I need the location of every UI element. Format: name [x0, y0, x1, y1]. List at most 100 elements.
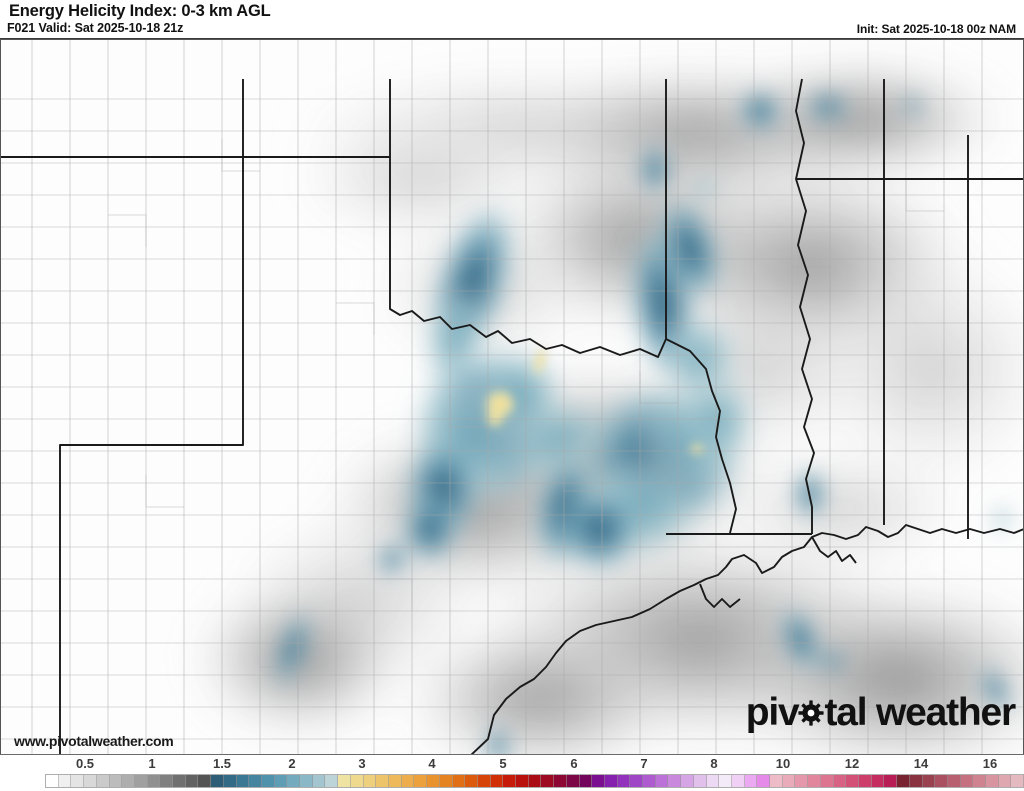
colorbar-swatch — [579, 775, 593, 787]
colorbar-swatch — [439, 775, 453, 787]
colorbar-swatch — [71, 775, 85, 787]
colorbar-swatch — [744, 775, 758, 787]
colorbar-swatch — [58, 775, 72, 787]
colorbar-swatch — [655, 775, 669, 787]
state-boundaries — [0, 78, 1024, 754]
ehi-field-mid — [274, 89, 1012, 754]
colorbar-swatch — [198, 775, 212, 787]
colorbar-swatch — [630, 775, 644, 787]
colorbar-swatch — [706, 775, 720, 787]
colorbar-swatch — [947, 775, 961, 787]
colorbar-swatch — [935, 775, 948, 787]
colorbar-swatch — [668, 775, 682, 787]
county-boundaries — [0, 39, 1024, 754]
colorbar-swatch — [160, 775, 174, 787]
colorbar-swatch — [261, 775, 275, 787]
colorbar-tick-16: 16 — [982, 756, 998, 771]
colorbar-swatch — [808, 775, 821, 787]
colorbar-swatch — [617, 775, 631, 787]
colorbar-swatch — [846, 775, 859, 787]
valid-time-label: F021 Valid: Sat 2025-10-18 21z — [7, 21, 184, 35]
colorbar-swatch — [338, 775, 351, 787]
colorbar-swatch — [109, 775, 123, 787]
colorbar-tick-7: 7 — [640, 756, 648, 771]
colorbar-tick-1: 1 — [148, 756, 156, 771]
colorbar-tick-3: 3 — [358, 756, 366, 771]
colorbar-swatch — [693, 775, 707, 787]
colorbar-swatch — [795, 775, 809, 787]
colorbar-swatch — [477, 775, 491, 787]
colorbar-swatch — [859, 775, 872, 787]
colorbar-swatch — [325, 775, 339, 787]
map-plot — [0, 39, 1024, 754]
colorbar-swatch — [770, 775, 783, 787]
colorbar-gradient-strip — [45, 774, 1024, 788]
colorbar-swatch — [731, 775, 745, 787]
colorbar-swatch — [960, 775, 974, 787]
colorbar-tick-1-5: 1.5 — [212, 756, 232, 771]
colorbar-swatch — [503, 775, 517, 787]
colorbar-swatch — [757, 775, 771, 787]
colorbar-swatch — [236, 775, 250, 787]
ehi-field-high — [484, 345, 705, 454]
colorbar-swatch — [998, 775, 1012, 787]
colorbar-swatch — [223, 775, 237, 787]
colorbar-swatch — [414, 775, 428, 787]
colorbar-swatch — [884, 775, 898, 787]
colorbar-swatch — [973, 775, 987, 787]
colorbar-swatch — [681, 775, 694, 787]
colorbar-swatch — [566, 775, 580, 787]
colorbar-swatch — [274, 775, 288, 787]
colorbar-swatch — [643, 775, 656, 787]
logo-text-post: tal weather — [824, 691, 1016, 734]
colorbar-tick-6: 6 — [570, 756, 578, 771]
colorbar-swatch — [465, 775, 478, 787]
colorbar-swatch — [173, 775, 186, 787]
colorbar-swatch — [782, 775, 796, 787]
colorbar-swatch — [287, 775, 301, 787]
colorbar-tick-2: 2 — [288, 756, 296, 771]
colorbar-swatch — [897, 775, 910, 787]
colorbar-swatch — [604, 775, 618, 787]
colorbar-tick-10: 10 — [775, 756, 791, 771]
map-canvas[interactable]: piv — [0, 38, 1024, 755]
colorbar-swatch — [211, 775, 224, 787]
colorbar-swatch — [922, 775, 936, 787]
colorbar-swatch — [1011, 775, 1024, 787]
colorbar-tick-14: 14 — [913, 756, 929, 771]
colorbar-swatch — [871, 775, 885, 787]
colorbar-swatch — [363, 775, 377, 787]
colorbar-swatch — [401, 775, 415, 787]
colorbar-tick-labels: 0.5 1 1.5 2 3 4 5 6 7 8 10 12 14 16 — [0, 756, 1024, 773]
page-title: Energy Helicity Index: 0-3 km AGL — [9, 2, 271, 20]
colorbar-swatch — [452, 775, 466, 787]
colorbar-swatch — [986, 775, 999, 787]
colorbar-swatch — [147, 775, 161, 787]
colorbar-tick-12: 12 — [844, 756, 860, 771]
pivotal-weather-logo: piv — [746, 691, 1016, 734]
colorbar-swatch — [122, 775, 135, 787]
site-url-label: www.pivotalweather.com — [14, 733, 174, 749]
colorbar-swatch — [719, 775, 732, 787]
colorbar-swatch — [541, 775, 555, 787]
colorbar-tick-4: 4 — [428, 756, 436, 771]
colorbar: 0.5 1 1.5 2 3 4 5 6 7 8 10 12 14 16 — [0, 756, 1024, 791]
colorbar-swatch — [820, 775, 834, 787]
colorbar-tick-0-5: 0.5 — [75, 756, 95, 771]
colorbar-swatch — [249, 775, 262, 787]
init-time-label: Init: Sat 2025-10-18 00z NAM — [856, 22, 1016, 36]
colorbar-swatch — [516, 775, 529, 787]
colorbar-tick-5: 5 — [499, 756, 507, 771]
colorbar-swatch — [350, 775, 364, 787]
colorbar-swatch — [528, 775, 542, 787]
colorbar-swatch — [592, 775, 605, 787]
colorbar-swatch — [96, 775, 110, 787]
map-header: Energy Helicity Index: 0-3 km AGL F021 V… — [0, 0, 1024, 38]
colorbar-swatch — [833, 775, 847, 787]
colorbar-swatch — [185, 775, 199, 787]
colorbar-swatch — [554, 775, 567, 787]
colorbar-swatch — [427, 775, 440, 787]
colorbar-swatch — [46, 775, 59, 787]
colorbar-swatch — [84, 775, 97, 787]
